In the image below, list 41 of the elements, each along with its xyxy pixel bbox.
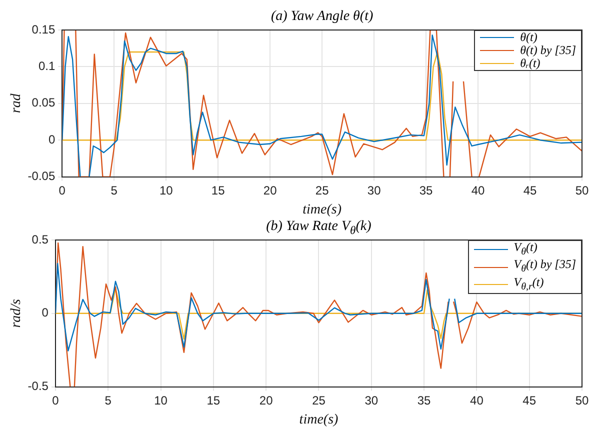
y-tick-label: -0.05 [28, 169, 56, 184]
x-axis-title: time(s) [299, 412, 339, 428]
x-tick-label: 20 [259, 393, 274, 408]
legend-label: V$_{θ}$(t) [514, 240, 538, 258]
x-tick-label: 40 [471, 183, 486, 198]
x-tick-label: 25 [315, 183, 330, 198]
x-tick-label: 35 [419, 183, 434, 198]
legend-label: θ(t) [520, 30, 538, 44]
x-tick-label: 20 [263, 183, 278, 198]
y-axis-title: rad [9, 92, 24, 114]
x-tick-label: 50 [575, 183, 589, 198]
x-axis-title: time(s) [302, 202, 342, 218]
chart-title: (b) Yaw Rate V$_{θ}$(k) [265, 219, 372, 237]
y-tick-label: 0 [48, 132, 56, 146]
y-tick-label: 0.1 [38, 59, 56, 74]
x-tick-label: 45 [522, 393, 536, 408]
y-tick-label: 0.5 [32, 232, 49, 246]
x-tick-label: 10 [154, 393, 168, 408]
y-tick-label: 0 [42, 306, 49, 320]
x-tick-label: 5 [110, 183, 118, 198]
chart-title: (a) Yaw Angle θ(t) [270, 9, 374, 25]
legend-label: V$_{θ}$(t) by [35] [514, 257, 576, 276]
x-tick-label: 10 [159, 183, 174, 198]
x-tick-label: 30 [364, 393, 378, 408]
legend-label: V$_{θ,r}$(t) [514, 274, 544, 294]
y-tick-label: 0.15 [32, 22, 56, 36]
y-tick-label: -0.5 [28, 379, 49, 394]
x-tick-label: 45 [523, 183, 538, 198]
y-axis-title: rad/s [9, 298, 24, 328]
x-tick-label: 30 [367, 183, 382, 198]
x-tick-label: 15 [211, 183, 226, 198]
x-tick-label: 5 [104, 393, 112, 408]
y-tick-label: 0.05 [32, 96, 56, 110]
x-tick-label: 15 [206, 393, 220, 408]
x-tick-label: 0 [58, 183, 66, 198]
x-tick-label: 35 [417, 393, 432, 408]
x-tick-label: 40 [470, 393, 484, 408]
x-tick-label: 50 [575, 393, 589, 408]
legend-label: θ(t) by [35] [520, 43, 576, 57]
x-tick-label: 25 [312, 393, 326, 408]
legend-label: θᵣ(t) [520, 56, 540, 70]
